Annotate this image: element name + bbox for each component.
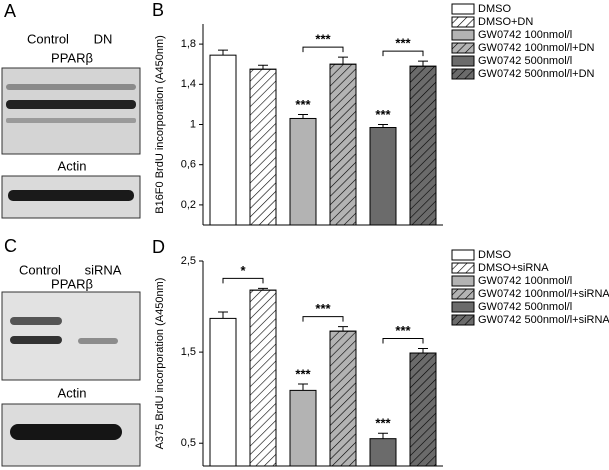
legend-hatch xyxy=(451,42,475,54)
comparison-label: *** xyxy=(395,323,411,338)
blot-target: PPARβ xyxy=(51,276,93,291)
legend-swatch xyxy=(451,249,475,261)
bar-hatch xyxy=(249,68,277,226)
lane-label: Control xyxy=(19,262,61,277)
bar-hatch xyxy=(249,289,277,467)
bar-hatch xyxy=(409,352,437,467)
y-tick-label: 2,5 xyxy=(181,255,196,267)
bar-hatch xyxy=(409,65,437,226)
significance-label: *** xyxy=(295,97,311,112)
comparison-label: *** xyxy=(315,301,331,316)
blot-loading: Actin xyxy=(58,385,87,400)
y-axis-label: B16F0 BrdU incorporation (A450nm) xyxy=(154,35,166,214)
error-bar xyxy=(418,60,428,67)
legend-label: DMSO xyxy=(478,249,511,261)
y-axis-label: A375 BrdU incorporation (A450nm) xyxy=(154,278,166,450)
comparison-bracket xyxy=(302,46,344,53)
blot-target: PPARβ xyxy=(51,50,93,65)
bar xyxy=(209,317,237,467)
legend-label: GW0742 100nmol/l+siRNA xyxy=(478,288,609,300)
comparison-label: * xyxy=(240,263,246,278)
blot-image xyxy=(1,291,141,467)
legend-swatch xyxy=(451,29,475,41)
legend-swatch xyxy=(451,3,475,15)
legend-label: GW0742 500nmol/l xyxy=(478,55,572,67)
bar xyxy=(289,389,317,467)
lane-label: DN xyxy=(94,31,113,46)
lane-label: Control xyxy=(27,31,69,46)
legend-hatch xyxy=(451,288,475,300)
legend-label: GW0742 500nmol/l+DN xyxy=(478,68,595,80)
legend-label: GW0742 500nmol/l xyxy=(478,301,572,313)
error-bar xyxy=(338,56,348,65)
legend-label: DMSO xyxy=(478,3,511,15)
legend-swatch xyxy=(451,301,475,313)
legend-label: GW0742 100nmol/l+DN xyxy=(478,42,595,54)
bar xyxy=(289,117,317,226)
comparison-bracket xyxy=(222,277,264,284)
legend-hatch xyxy=(451,16,475,28)
bar-hatch xyxy=(329,330,357,467)
panel-letter: C xyxy=(4,236,17,256)
legend-label: DMSO+DN xyxy=(478,16,533,28)
legend-swatch xyxy=(451,55,475,67)
y-tick-label: 0,2 xyxy=(181,199,196,211)
legend-hatch xyxy=(451,262,475,274)
error-bar xyxy=(338,326,348,332)
significance-label: *** xyxy=(375,107,391,122)
comparison-bracket xyxy=(382,337,424,344)
y-tick-label: 1,5 xyxy=(181,346,196,358)
y-tick-label: 0,6 xyxy=(181,159,196,171)
legend-swatch xyxy=(451,275,475,287)
panel-letter: A xyxy=(4,1,16,21)
y-tick-label: 1,4 xyxy=(181,78,196,90)
significance-label: *** xyxy=(375,416,391,431)
legend-hatch xyxy=(451,314,475,326)
panel-letter: B xyxy=(152,0,164,20)
blot-loading: Actin xyxy=(58,158,87,173)
legend-label: GW0742 500nmol/l+siRNA xyxy=(478,314,609,326)
comparison-label: *** xyxy=(315,32,331,47)
error-bar xyxy=(378,124,388,128)
significance-label: *** xyxy=(295,366,311,381)
error-bar xyxy=(218,311,228,319)
error-bar xyxy=(258,287,268,291)
lane-label: siRNA xyxy=(85,262,122,277)
bar-hatch xyxy=(329,63,357,226)
error-bar xyxy=(218,49,228,56)
error-bar xyxy=(298,113,308,119)
legend-label: GW0742 100nmol/l xyxy=(478,275,572,287)
panel-letter: D xyxy=(152,237,165,257)
error-bar xyxy=(298,383,308,391)
y-tick-label: 0,5 xyxy=(181,437,196,449)
legend-label: GW0742 100nmol/l xyxy=(478,29,572,41)
y-tick-label: 1,8 xyxy=(181,38,196,50)
comparison-bracket xyxy=(302,316,344,322)
bar xyxy=(369,438,397,467)
legend-label: DMSO+siRNA xyxy=(478,262,549,274)
legend-hatch xyxy=(451,68,475,80)
comparison-label: *** xyxy=(395,36,411,51)
bar xyxy=(369,127,397,226)
comparison-bracket xyxy=(382,50,424,57)
blot-image xyxy=(1,67,141,219)
error-bar xyxy=(418,347,428,354)
error-bar xyxy=(378,432,388,439)
bar xyxy=(209,54,237,226)
y-tick-label: 1 xyxy=(190,118,196,130)
error-bar xyxy=(258,64,268,70)
